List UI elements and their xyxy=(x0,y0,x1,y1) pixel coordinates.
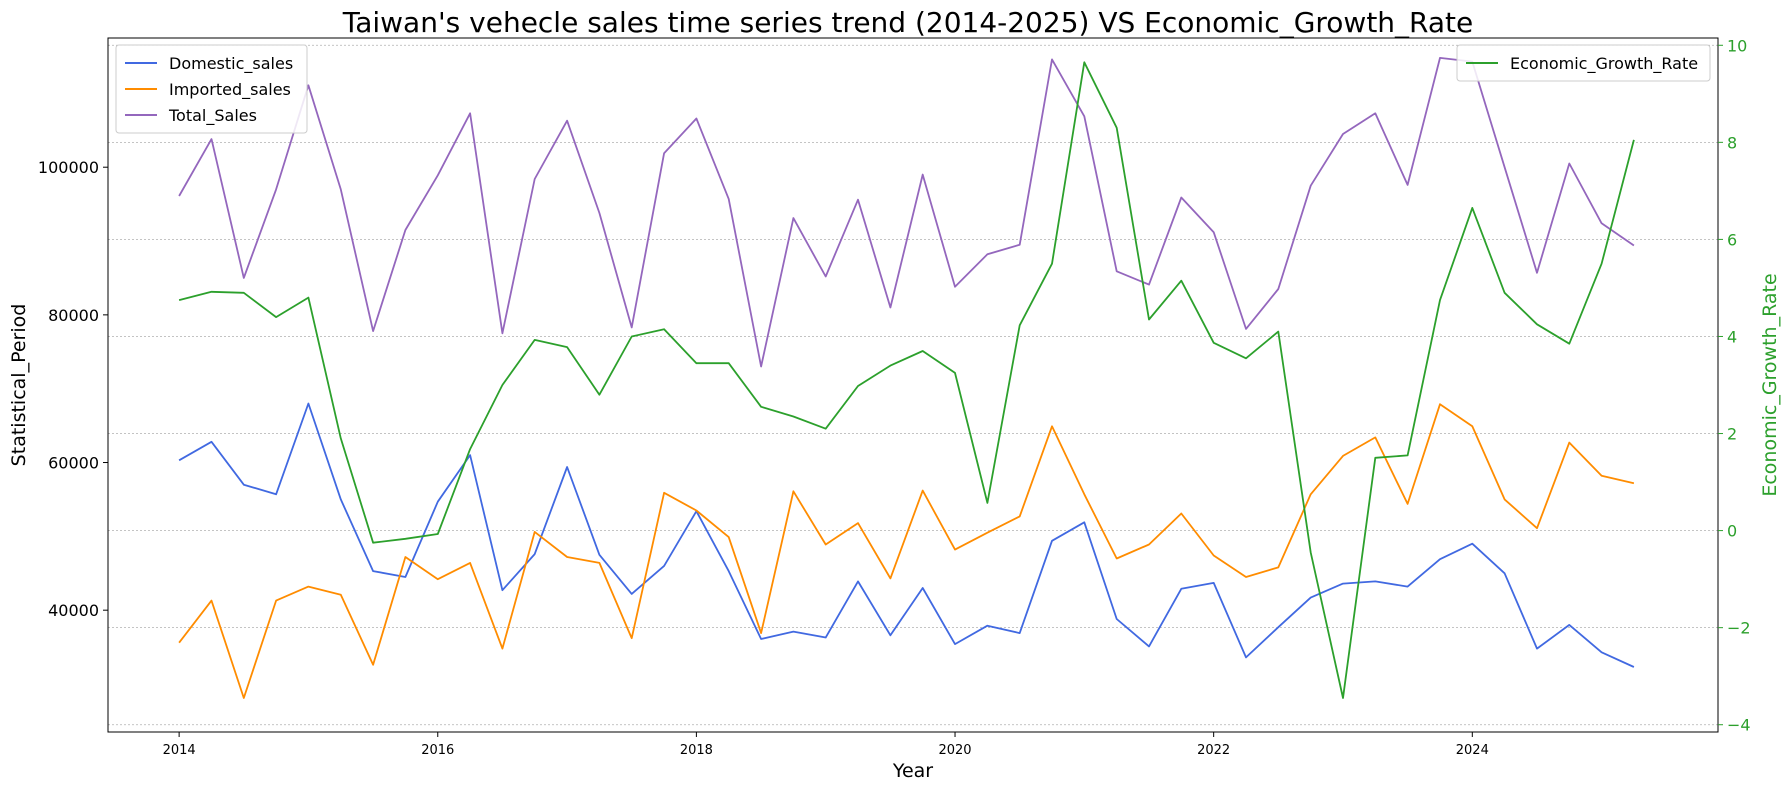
series-line-total-sales xyxy=(178,57,1635,368)
y-axis-label: Statistical_Period xyxy=(8,304,30,467)
x-tick-label-5: 2024 xyxy=(1456,743,1489,758)
y-tick-label-0: 40000 xyxy=(48,601,99,620)
x-tick-label-0: 2014 xyxy=(163,743,196,758)
y-tick-label-2: 80000 xyxy=(48,306,99,325)
y2-tick-label-1: −2 xyxy=(1727,619,1751,638)
y2-tick-label-7: 10 xyxy=(1727,36,1747,55)
y2-tick-label-3: 2 xyxy=(1727,425,1737,444)
ticks-layer: 2014 2016 2018 2020 2022 2024 40000 60000 80000 1… xyxy=(38,36,1751,758)
legend-label-economic-growth-rate: Economic_Growth_Rate xyxy=(1510,54,1698,74)
legend-right-box xyxy=(1456,44,1711,82)
legend-left-box xyxy=(115,44,308,134)
y2-axis-label: Economic_Growth_Rate xyxy=(1759,273,1781,496)
x-tick-label-2: 2018 xyxy=(680,743,713,758)
y2-tick-label-5: 6 xyxy=(1727,230,1737,249)
series-line-imported-sales xyxy=(178,403,1635,699)
x-axis-label: Year xyxy=(892,760,933,782)
x-tick-label-3: 2020 xyxy=(938,743,971,758)
series-layer xyxy=(178,57,1635,699)
x-tick-label-1: 2016 xyxy=(421,743,454,758)
x-tick-label-4: 2022 xyxy=(1197,743,1230,758)
legend-label-imported-sales: Imported_sales xyxy=(169,80,291,100)
legend-label-domestic-sales: Domestic_sales xyxy=(169,54,293,74)
series-line-economic-growth-rate xyxy=(178,61,1635,699)
y-tick-label-1: 60000 xyxy=(48,454,99,473)
legend-right: Economic_Growth_Rate xyxy=(1456,44,1711,82)
legend-left: Domestic_sales Imported_sales Total_Sales xyxy=(115,44,308,134)
grid-layer xyxy=(108,44,1718,726)
series-line-domestic-sales xyxy=(178,402,1635,668)
chart-title: Taiwan's vehecle sales time series trend… xyxy=(342,6,1474,39)
y2-tick-label-4: 4 xyxy=(1727,327,1737,346)
y2-tick-label-0: −4 xyxy=(1727,716,1751,735)
plot-frame xyxy=(107,37,1719,733)
y2-tick-label-2: 0 xyxy=(1727,522,1737,541)
legend-label-total-sales: Total_Sales xyxy=(168,106,257,126)
y2-tick-label-6: 8 xyxy=(1727,133,1737,152)
y-tick-label-3: 100000 xyxy=(38,158,99,177)
